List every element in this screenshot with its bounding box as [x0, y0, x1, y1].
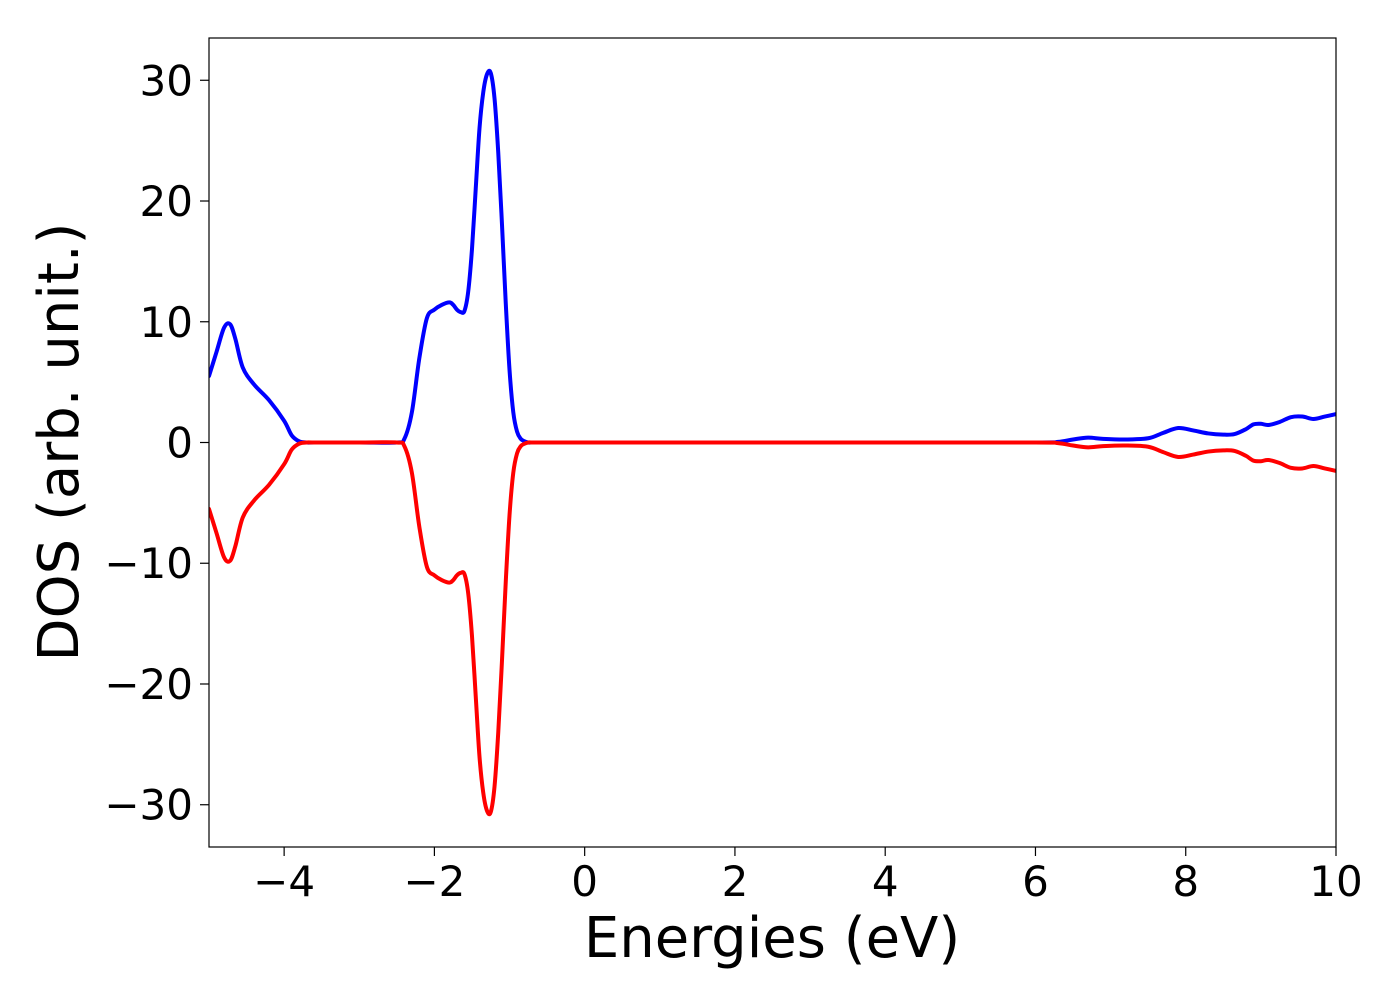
y-tick-label: 0 [166, 419, 193, 468]
y-tick-label: −10 [104, 539, 193, 588]
y-tick-label: 20 [140, 177, 193, 226]
y-tick-label: 10 [140, 298, 193, 347]
x-tick-label: 8 [1172, 857, 1199, 906]
x-tick-label: 6 [1022, 857, 1049, 906]
y-axis-label: DOS (arb. unit.) [27, 222, 92, 661]
y-tick-label: −20 [104, 660, 193, 709]
x-tick-label: −4 [253, 857, 315, 906]
x-tick-label: −2 [403, 857, 465, 906]
x-tick-label: 4 [872, 857, 899, 906]
x-ticks: −4 −2 0 2 4 6 8 10 [253, 847, 1363, 906]
x-tick-label: 10 [1309, 857, 1362, 906]
y-tick-label: −30 [104, 781, 193, 830]
y-ticks: 30 20 10 0 −10 −20 −30 [104, 56, 209, 830]
y-tick-label: 30 [140, 56, 193, 105]
x-tick-label: 0 [571, 857, 598, 906]
series-layer [209, 68, 1336, 817]
series-line-0 [209, 68, 1336, 445]
x-axis-label: Energies (eV) [584, 906, 960, 971]
x-tick-label: 2 [722, 857, 749, 906]
series-line-1 [209, 440, 1336, 817]
